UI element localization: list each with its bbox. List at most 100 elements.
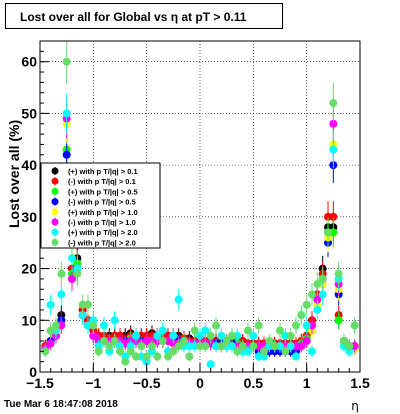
data-point [46, 339, 55, 348]
legend-entry: (+) with p T/|q| > 1.0 [51, 207, 138, 217]
data-point [297, 311, 306, 320]
data-point [340, 336, 348, 345]
data-point [244, 347, 252, 356]
chart-title: Lost over all for Global vs η at pT > 0.… [20, 10, 247, 24]
data-point [158, 326, 167, 335]
data-point [302, 336, 311, 345]
data-point [329, 145, 338, 154]
data-point [116, 347, 124, 356]
data-point [329, 119, 338, 128]
data-point [238, 342, 247, 351]
x-tick-label: 1.5 [350, 375, 370, 391]
data-point [46, 300, 55, 309]
data-point [89, 321, 98, 330]
data-point [329, 212, 338, 221]
legend-marker [51, 238, 59, 246]
data-point [68, 254, 76, 263]
data-point [190, 326, 199, 335]
data-point [148, 342, 156, 351]
data-point [244, 326, 252, 335]
data-point [41, 347, 50, 356]
data-point [185, 352, 194, 361]
data-point [206, 331, 215, 340]
data-point [62, 109, 71, 118]
data-point [308, 290, 316, 299]
data-point [158, 336, 167, 345]
legend-marker [51, 198, 59, 206]
x-tick-label: −0.5 [133, 375, 161, 391]
data-point [153, 352, 162, 361]
legend-marker [51, 167, 59, 175]
data-point [228, 331, 236, 340]
data-point [169, 347, 178, 356]
data-point [286, 331, 295, 340]
data-point [297, 342, 306, 351]
data-point [313, 305, 322, 314]
data-point [334, 269, 343, 278]
data-point [174, 342, 183, 351]
series-8 [41, 41, 359, 366]
data-point [78, 311, 87, 320]
legend-marker [51, 187, 59, 195]
x-tick-label: −1.5 [26, 375, 54, 391]
data-point [318, 274, 327, 283]
legend-entry: (-) with p T/|q| > 0.5 [51, 197, 136, 207]
data-point [313, 280, 322, 289]
x-tick-label: 1 [303, 375, 311, 391]
data-point [308, 347, 316, 356]
data-point [201, 342, 210, 351]
legend-entry: (-) with p T/|q| > 1.0 [51, 218, 136, 227]
legend-label: (-) with p T/|q| > 1.0 [68, 218, 136, 227]
y-tick-label: 40 [21, 157, 37, 173]
data-point [334, 316, 343, 325]
legend-box [40, 162, 161, 249]
legend-marker [51, 218, 59, 226]
data-point [249, 331, 258, 340]
chart-title-box: Lost over all for Global vs η at pT > 0.… [5, 3, 283, 29]
data-point [137, 342, 146, 351]
data-point [281, 347, 290, 356]
data-point [206, 360, 215, 369]
data-point [126, 347, 135, 356]
x-tick-label: 0.5 [244, 375, 264, 391]
data-point [265, 336, 274, 345]
data-point [57, 269, 66, 278]
y-tick-label: 60 [21, 54, 37, 70]
data-point [260, 347, 268, 356]
data-point [46, 326, 55, 335]
legend-entry: (-) with p T/|q| > 0.1 [51, 177, 136, 186]
data-point [62, 57, 71, 66]
timestamp-footer: Tue Mar 6 18:47:08 2018 [4, 399, 118, 410]
legend-marker [51, 177, 59, 185]
data-point [212, 321, 220, 330]
data-point [270, 342, 279, 351]
data-point [329, 99, 338, 108]
y-axis-label: Lost over all (%) [6, 120, 22, 228]
x-axis-label: η [351, 399, 359, 413]
data-point [254, 321, 263, 330]
data-point [73, 269, 82, 278]
legend-entry: (+) with p T/|q| > 2.0 [51, 228, 138, 237]
data-point [132, 331, 140, 340]
data-series [41, 41, 359, 369]
data-point [110, 336, 119, 345]
x-tick-label: 0 [196, 375, 204, 391]
data-point [196, 331, 204, 340]
data-point [68, 274, 76, 283]
data-point [94, 347, 103, 356]
data-point [121, 357, 130, 366]
y-tick-label: 30 [21, 209, 37, 225]
legend: (+) with p T/|q| > 0.1(-) with p T/|q| >… [40, 162, 161, 249]
data-point [302, 321, 311, 330]
data-point [132, 352, 140, 361]
legend-entry: (+) with p T/|q| > 0.5 [51, 187, 138, 196]
data-point [286, 342, 295, 351]
data-point [84, 300, 92, 309]
data-point [105, 342, 114, 351]
x-tick-label: −1 [85, 375, 101, 391]
data-point [292, 352, 300, 361]
data-point [276, 326, 284, 335]
legend-label: (+) with p T/|q| > 0.5 [68, 187, 138, 196]
data-point [217, 342, 226, 351]
